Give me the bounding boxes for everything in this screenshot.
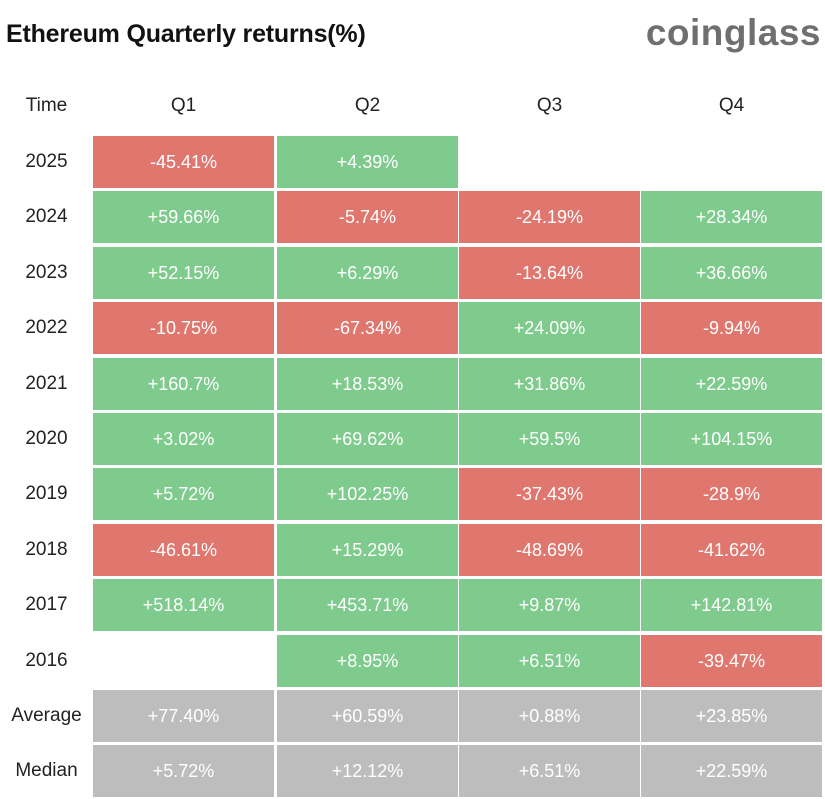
return-cell: +22.59%	[641, 358, 822, 410]
table-row: 2018 -46.61% +15.29% -48.69% -41.62%	[0, 524, 825, 576]
row-label: 2017	[25, 594, 68, 615]
table-row: 2019 +5.72% +102.25% -37.43% -28.9%	[0, 468, 825, 520]
return-cell: -37.43%	[459, 468, 640, 520]
return-cell: +15.29%	[277, 524, 458, 576]
table-row: 2024 +59.66% -5.74% -24.19% +28.34%	[0, 191, 825, 243]
return-cell: +102.25%	[277, 468, 458, 520]
return-cell: +59.66%	[93, 191, 274, 243]
return-cell: -41.62%	[641, 524, 822, 576]
return-cell: +36.66%	[641, 247, 822, 299]
table-row: 2022 -10.75% -67.34% +24.09% -9.94%	[0, 302, 825, 354]
row-label: 2019	[25, 483, 68, 504]
empty-cell	[459, 136, 640, 188]
return-cell: +77.40%	[93, 690, 274, 742]
return-cell: +142.81%	[641, 579, 822, 631]
row-label: 2020	[25, 428, 68, 449]
table-row: Average +77.40% +60.59% +0.88% +23.85%	[0, 690, 825, 742]
brand-logo: coinglass	[645, 12, 821, 53]
return-cell: +5.72%	[93, 468, 274, 520]
return-cell: +6.51%	[459, 635, 640, 687]
return-cell: +31.86%	[459, 358, 640, 410]
row-label: 2023	[25, 262, 68, 283]
table-row: 2016 +8.95% +6.51% -39.47%	[0, 635, 825, 687]
table-row: 2020 +3.02% +69.62% +59.5% +104.15%	[0, 413, 825, 465]
header-time: Time	[25, 95, 68, 116]
return-cell: +6.29%	[277, 247, 458, 299]
return-cell: -24.19%	[459, 191, 640, 243]
return-cell: -9.94%	[641, 302, 822, 354]
return-cell: +23.85%	[641, 690, 822, 742]
row-label: Average	[11, 705, 82, 726]
return-cell: -28.9%	[641, 468, 822, 520]
return-cell: +60.59%	[277, 690, 458, 742]
return-cell: +104.15%	[641, 413, 822, 465]
empty-cell	[641, 136, 822, 188]
return-cell: +52.15%	[93, 247, 274, 299]
return-cell: +22.59%	[641, 745, 822, 797]
table-row: 2025 -45.41% +4.39%	[0, 136, 825, 188]
row-label: Median	[15, 760, 78, 781]
return-cell: +8.95%	[277, 635, 458, 687]
return-cell: +4.39%	[277, 136, 458, 188]
table-row: 2023 +52.15% +6.29% -13.64% +36.66%	[0, 247, 825, 299]
return-cell: -39.47%	[641, 635, 822, 687]
return-cell: -67.34%	[277, 302, 458, 354]
return-cell: +12.12%	[277, 745, 458, 797]
return-cell: +453.71%	[277, 579, 458, 631]
header-q4: Q4	[718, 95, 745, 116]
row-label: 2025	[25, 151, 68, 172]
return-cell: -5.74%	[277, 191, 458, 243]
return-cell: +5.72%	[93, 745, 274, 797]
return-cell: -46.61%	[93, 524, 274, 576]
row-label: 2018	[25, 539, 68, 560]
table-row: Median +5.72% +12.12% +6.51% +22.59%	[0, 745, 825, 797]
table-row: 2017 +518.14% +453.71% +9.87% +142.81%	[0, 579, 825, 631]
row-label: 2022	[25, 317, 68, 338]
return-cell: -13.64%	[459, 247, 640, 299]
return-cell: +0.88%	[459, 690, 640, 742]
return-cell: +6.51%	[459, 745, 640, 797]
header-q2: Q2	[354, 95, 381, 116]
return-cell: +3.02%	[93, 413, 274, 465]
return-cell: -10.75%	[93, 302, 274, 354]
row-label: 2024	[25, 206, 68, 227]
header-q1: Q1	[170, 95, 197, 116]
row-label: 2016	[25, 650, 68, 671]
return-cell: +69.62%	[277, 413, 458, 465]
return-cell: +28.34%	[641, 191, 822, 243]
table-row: 2021 +160.7% +18.53% +31.86% +22.59%	[0, 358, 825, 410]
return-cell: +18.53%	[277, 358, 458, 410]
header-row: Time Q1 Q2 Q3 Q4	[0, 80, 825, 132]
return-cell: +59.5%	[459, 413, 640, 465]
return-cell: +518.14%	[93, 579, 274, 631]
return-cell: +160.7%	[93, 358, 274, 410]
row-label: 2021	[25, 373, 68, 394]
return-cell: +24.09%	[459, 302, 640, 354]
chart-title: Ethereum Quarterly returns(%)	[6, 20, 366, 48]
return-cell: -48.69%	[459, 524, 640, 576]
return-cell: +9.87%	[459, 579, 640, 631]
return-cell: -45.41%	[93, 136, 274, 188]
header-q3: Q3	[536, 95, 563, 116]
empty-cell	[93, 635, 274, 687]
